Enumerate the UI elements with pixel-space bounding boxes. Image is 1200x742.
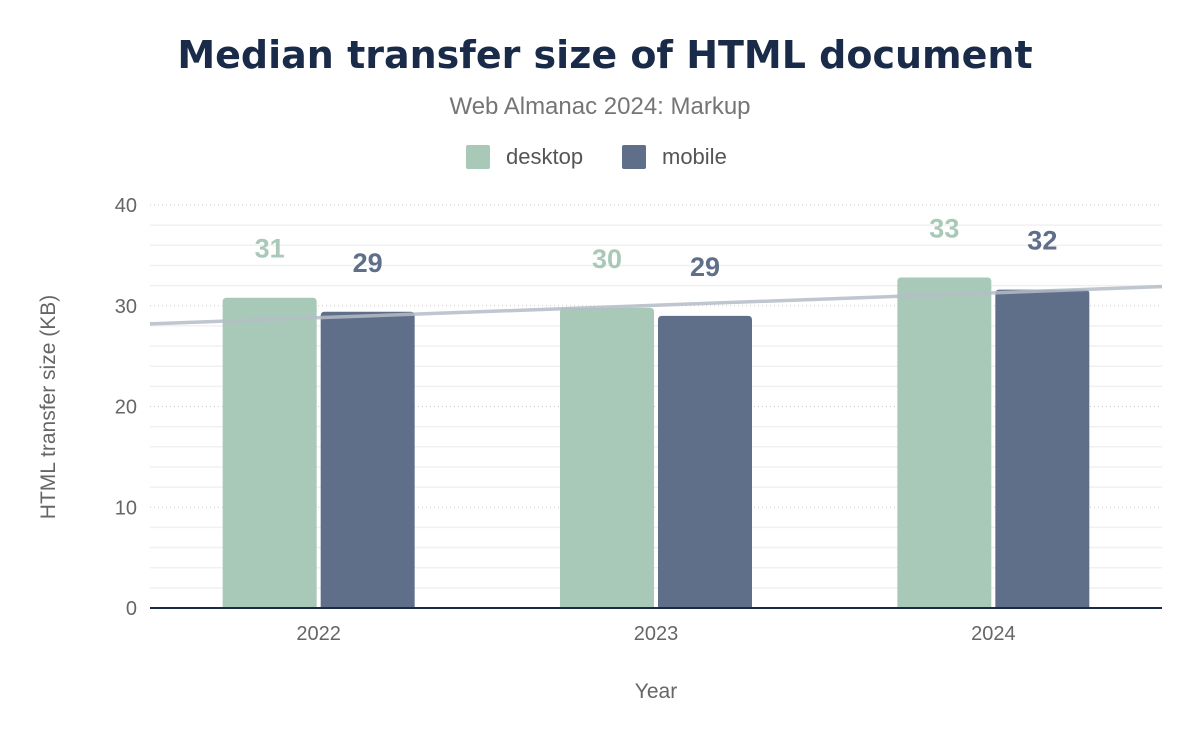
bar-mobile-2022 [320, 311, 415, 608]
y-tick-label: 30 [115, 296, 137, 318]
bar-mobile-2023 [658, 315, 752, 608]
bar-desktop-2022 [222, 297, 317, 608]
y-tick-label: 20 [115, 397, 137, 419]
data-labels: 31 29 30 29 33 32 [255, 214, 1058, 282]
data-label-desktop-2023: 30 [592, 244, 622, 274]
chart-subtitle: Web Almanac 2024: Markup [449, 93, 750, 120]
chart-title: Median transfer size of HTML document [177, 33, 1032, 77]
data-label-mobile-2022: 29 [353, 248, 383, 278]
y-tick-label: 0 [126, 598, 137, 620]
x-tick-label: 2023 [634, 623, 679, 645]
legend: desktop mobile [466, 144, 727, 169]
bar-mobile-2024 [995, 289, 1090, 608]
y-axis-label: HTML transfer size (KB) [37, 295, 60, 519]
y-tick-label: 40 [115, 195, 137, 217]
data-label-mobile-2024: 32 [1027, 226, 1057, 256]
bar-desktop-2024 [897, 277, 992, 608]
x-axis-label: Year [635, 680, 677, 703]
bar-desktop-2023 [560, 307, 654, 608]
legend-swatch-desktop [466, 145, 490, 169]
grid: 0 10 20 30 40 2022 2023 2024 [115, 195, 1162, 645]
legend-label-mobile: mobile [662, 144, 727, 169]
legend-swatch-mobile [622, 145, 646, 169]
data-label-desktop-2024: 33 [929, 214, 959, 244]
x-tick-label: 2022 [296, 623, 341, 645]
data-label-desktop-2022: 31 [255, 234, 285, 264]
x-tick-label: 2024 [971, 623, 1016, 645]
bars [149, 277, 1163, 609]
trendline [149, 284, 1163, 326]
legend-label-desktop: desktop [506, 144, 583, 169]
y-tick-label: 10 [115, 497, 137, 519]
data-label-mobile-2023: 29 [690, 252, 720, 282]
